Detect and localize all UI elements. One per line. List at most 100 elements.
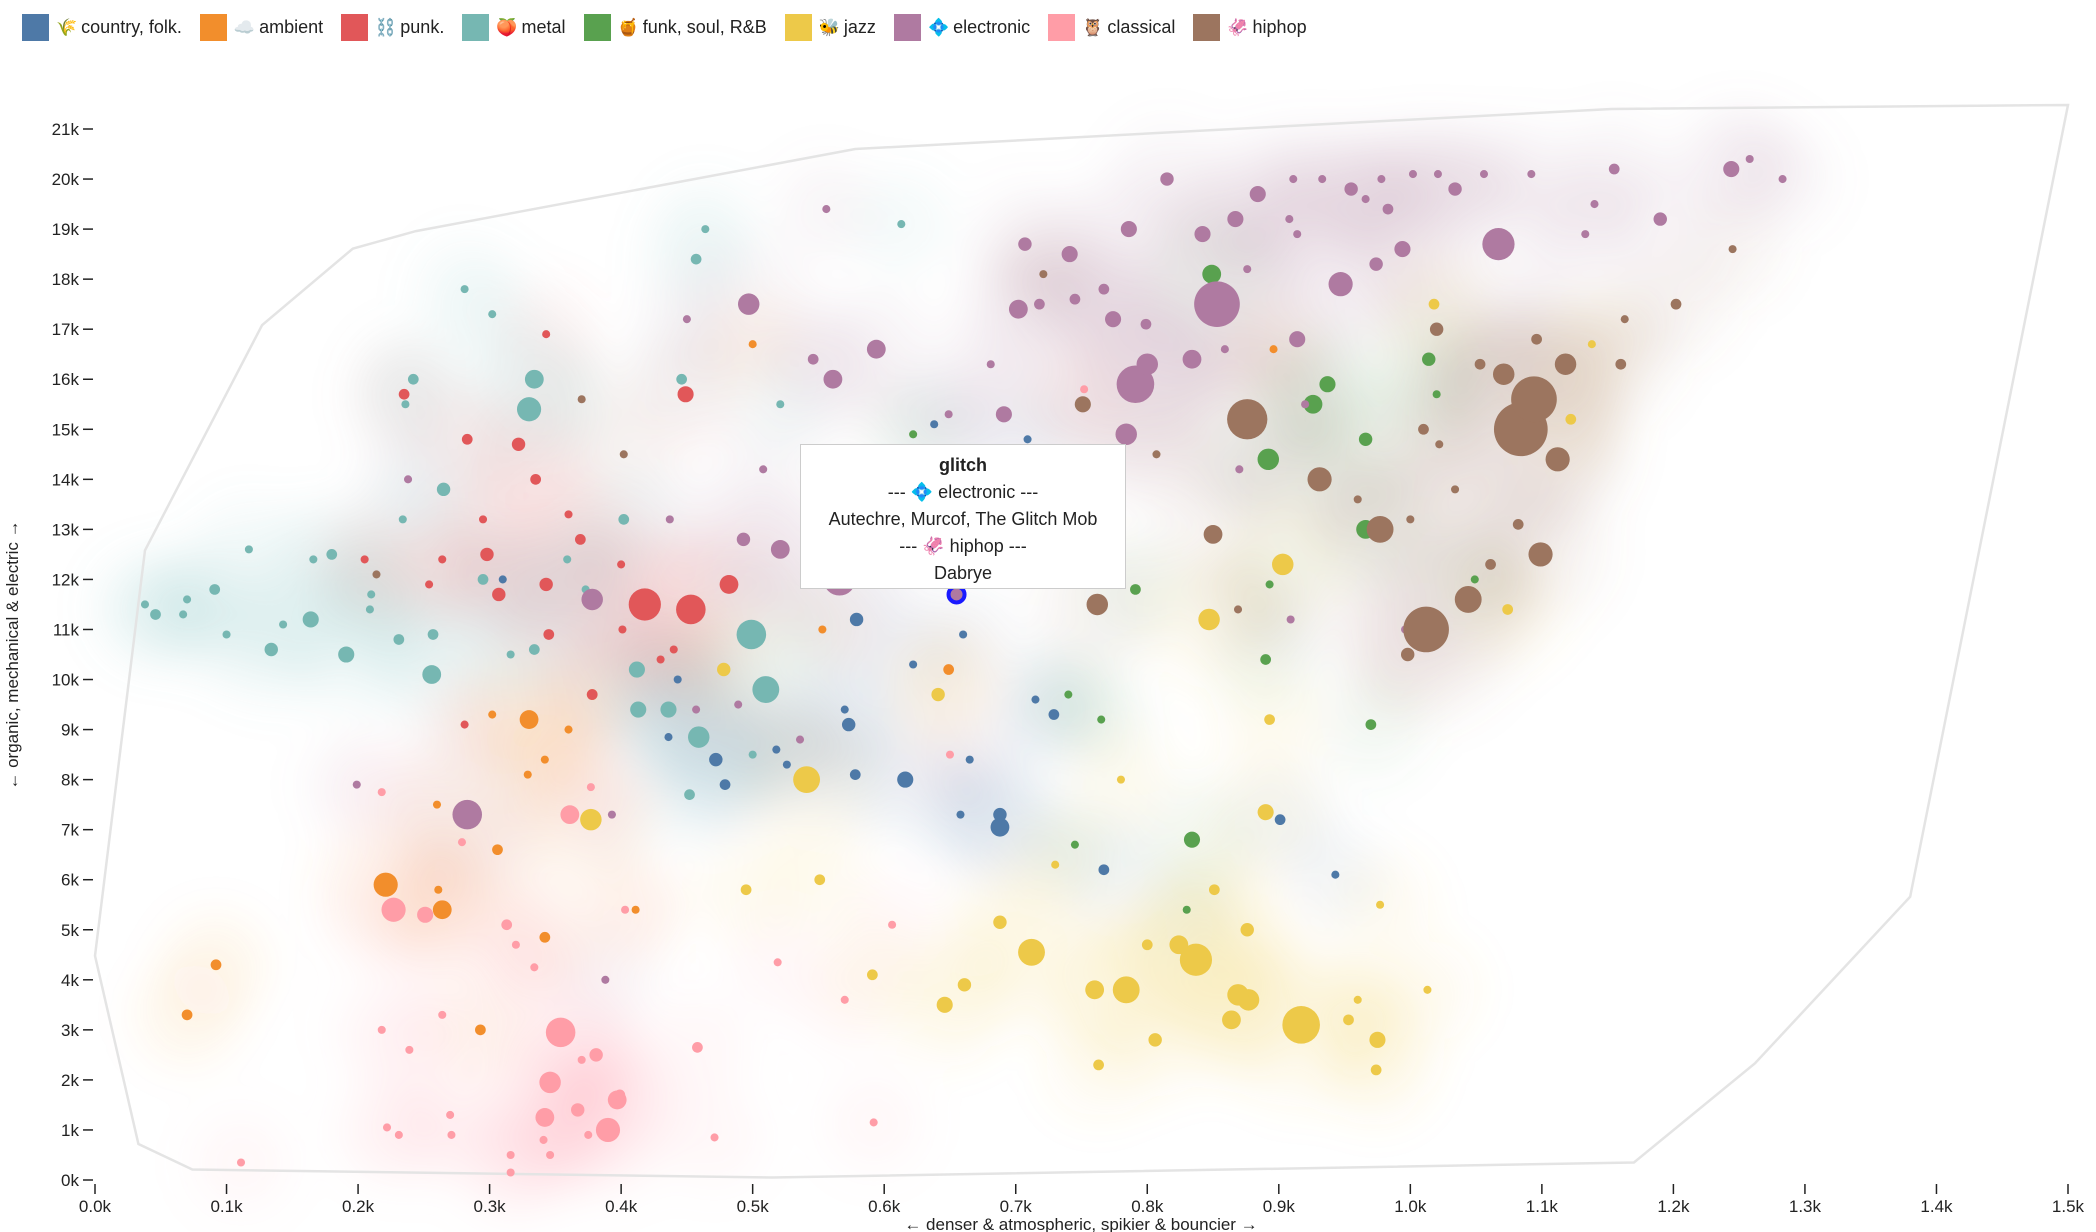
point-electronic[interactable] — [1285, 215, 1294, 224]
point-funk[interactable] — [1432, 390, 1441, 399]
point-hiphop[interactable] — [1353, 495, 1362, 504]
point-electronic[interactable] — [352, 780, 361, 789]
point-punk[interactable] — [586, 689, 598, 700]
point-hiphop[interactable] — [1454, 586, 1482, 613]
point-hiphop[interactable] — [1366, 515, 1394, 543]
point-punk[interactable] — [530, 473, 542, 485]
point-electronic[interactable] — [734, 700, 743, 709]
point-hiphop[interactable] — [1152, 450, 1161, 459]
point-hiphop[interactable] — [1728, 245, 1737, 254]
point-electronic[interactable] — [1479, 170, 1489, 179]
point-punk[interactable] — [478, 515, 488, 524]
point-hiphop[interactable] — [1203, 524, 1223, 544]
point-ambient[interactable] — [492, 844, 503, 856]
point-ambient[interactable] — [631, 905, 640, 914]
point-jazz[interactable] — [936, 996, 953, 1013]
point-electronic[interactable] — [770, 539, 790, 559]
point-punk[interactable] — [656, 655, 665, 664]
point-country[interactable] — [1048, 709, 1060, 720]
point-jazz[interactable] — [740, 884, 752, 896]
point-electronic[interactable] — [1115, 423, 1137, 446]
point-jazz[interactable] — [1179, 943, 1213, 976]
point-ambient[interactable] — [488, 710, 497, 719]
point-punk[interactable] — [460, 720, 469, 729]
point-jazz[interactable] — [1227, 984, 1249, 1006]
point-hiphop[interactable] — [1429, 322, 1444, 336]
point-jazz[interactable] — [1085, 980, 1105, 1000]
point-hiphop[interactable] — [1485, 559, 1496, 570]
point-funk[interactable] — [1202, 264, 1222, 284]
point-metal[interactable] — [302, 611, 319, 628]
point-electronic[interactable] — [1034, 298, 1045, 310]
point-ambient[interactable] — [373, 872, 398, 897]
point-jazz[interactable] — [1502, 604, 1514, 615]
point-electronic[interactable] — [1581, 230, 1590, 239]
point-electronic[interactable] — [1194, 226, 1211, 243]
point-electronic[interactable] — [1778, 175, 1787, 184]
point-metal[interactable] — [460, 285, 469, 294]
point-electronic[interactable] — [1249, 186, 1266, 203]
point-punk[interactable] — [574, 534, 586, 545]
point-electronic[interactable] — [1361, 195, 1370, 204]
point-hiphop[interactable] — [1545, 447, 1570, 472]
point-punk[interactable] — [618, 625, 627, 634]
point-punk[interactable] — [719, 575, 739, 594]
point-electronic[interactable] — [1301, 400, 1310, 409]
point-classical[interactable] — [447, 1130, 456, 1139]
point-classical[interactable] — [405, 1045, 414, 1054]
point-electronic[interactable] — [1433, 170, 1442, 179]
point-electronic[interactable] — [1344, 182, 1358, 196]
point-metal[interactable] — [365, 605, 374, 614]
point-metal[interactable] — [506, 650, 515, 659]
point-classical[interactable] — [535, 1108, 555, 1127]
point-metal[interactable] — [244, 545, 253, 554]
point-metal[interactable] — [528, 644, 540, 655]
point-electronic[interactable] — [1008, 299, 1028, 319]
point-punk[interactable] — [360, 555, 369, 564]
point-electronic[interactable] — [1235, 465, 1244, 474]
point-electronic[interactable] — [1527, 170, 1536, 179]
point-jazz[interactable] — [957, 978, 972, 992]
point-metal[interactable] — [897, 220, 906, 229]
point-funk[interactable] — [1470, 575, 1479, 584]
point-funk[interactable] — [909, 430, 918, 439]
point-metal[interactable] — [209, 584, 221, 595]
point-metal[interactable] — [140, 600, 150, 609]
point-country[interactable] — [841, 717, 856, 732]
point-hiphop[interactable] — [1451, 485, 1460, 494]
point-country[interactable] — [965, 755, 974, 764]
point-funk[interactable] — [1260, 654, 1272, 665]
legend-item[interactable]: 🐝 jazz — [784, 14, 876, 41]
point-metal[interactable] — [676, 373, 688, 385]
point-country[interactable] — [1274, 814, 1286, 826]
point-jazz[interactable] — [1353, 995, 1362, 1004]
point-classical[interactable] — [539, 1135, 548, 1144]
legend-item[interactable]: 🍯 funk, soul, R&B — [583, 14, 767, 41]
point-electronic[interactable] — [1018, 237, 1032, 251]
point-hiphop[interactable] — [1406, 515, 1415, 524]
point-classical[interactable] — [945, 750, 954, 759]
point-metal[interactable] — [367, 590, 376, 599]
point-metal[interactable] — [183, 595, 192, 604]
point-funk[interactable] — [1319, 376, 1336, 393]
point-country[interactable] — [673, 675, 682, 684]
point-classical[interactable] — [710, 1133, 719, 1142]
point-metal[interactable] — [436, 482, 451, 497]
point-hiphop[interactable] — [372, 570, 381, 579]
point-electronic[interactable] — [759, 465, 768, 474]
point-electronic[interactable] — [1182, 349, 1202, 369]
point-punk[interactable] — [677, 386, 694, 403]
point-jazz[interactable] — [1116, 775, 1125, 784]
point-metal[interactable] — [524, 369, 544, 389]
point-classical[interactable] — [377, 788, 386, 797]
point-punk[interactable] — [480, 547, 494, 562]
point-ambient[interactable] — [434, 885, 443, 894]
point-classical[interactable] — [773, 958, 782, 967]
point-country[interactable] — [1023, 435, 1032, 444]
point-hiphop[interactable] — [1511, 376, 1557, 423]
point-electronic[interactable] — [452, 799, 483, 830]
point-funk[interactable] — [1182, 905, 1191, 914]
point-jazz[interactable] — [1112, 976, 1140, 1004]
point-ambient[interactable] — [564, 725, 573, 734]
point-electronic[interactable] — [1608, 163, 1620, 175]
